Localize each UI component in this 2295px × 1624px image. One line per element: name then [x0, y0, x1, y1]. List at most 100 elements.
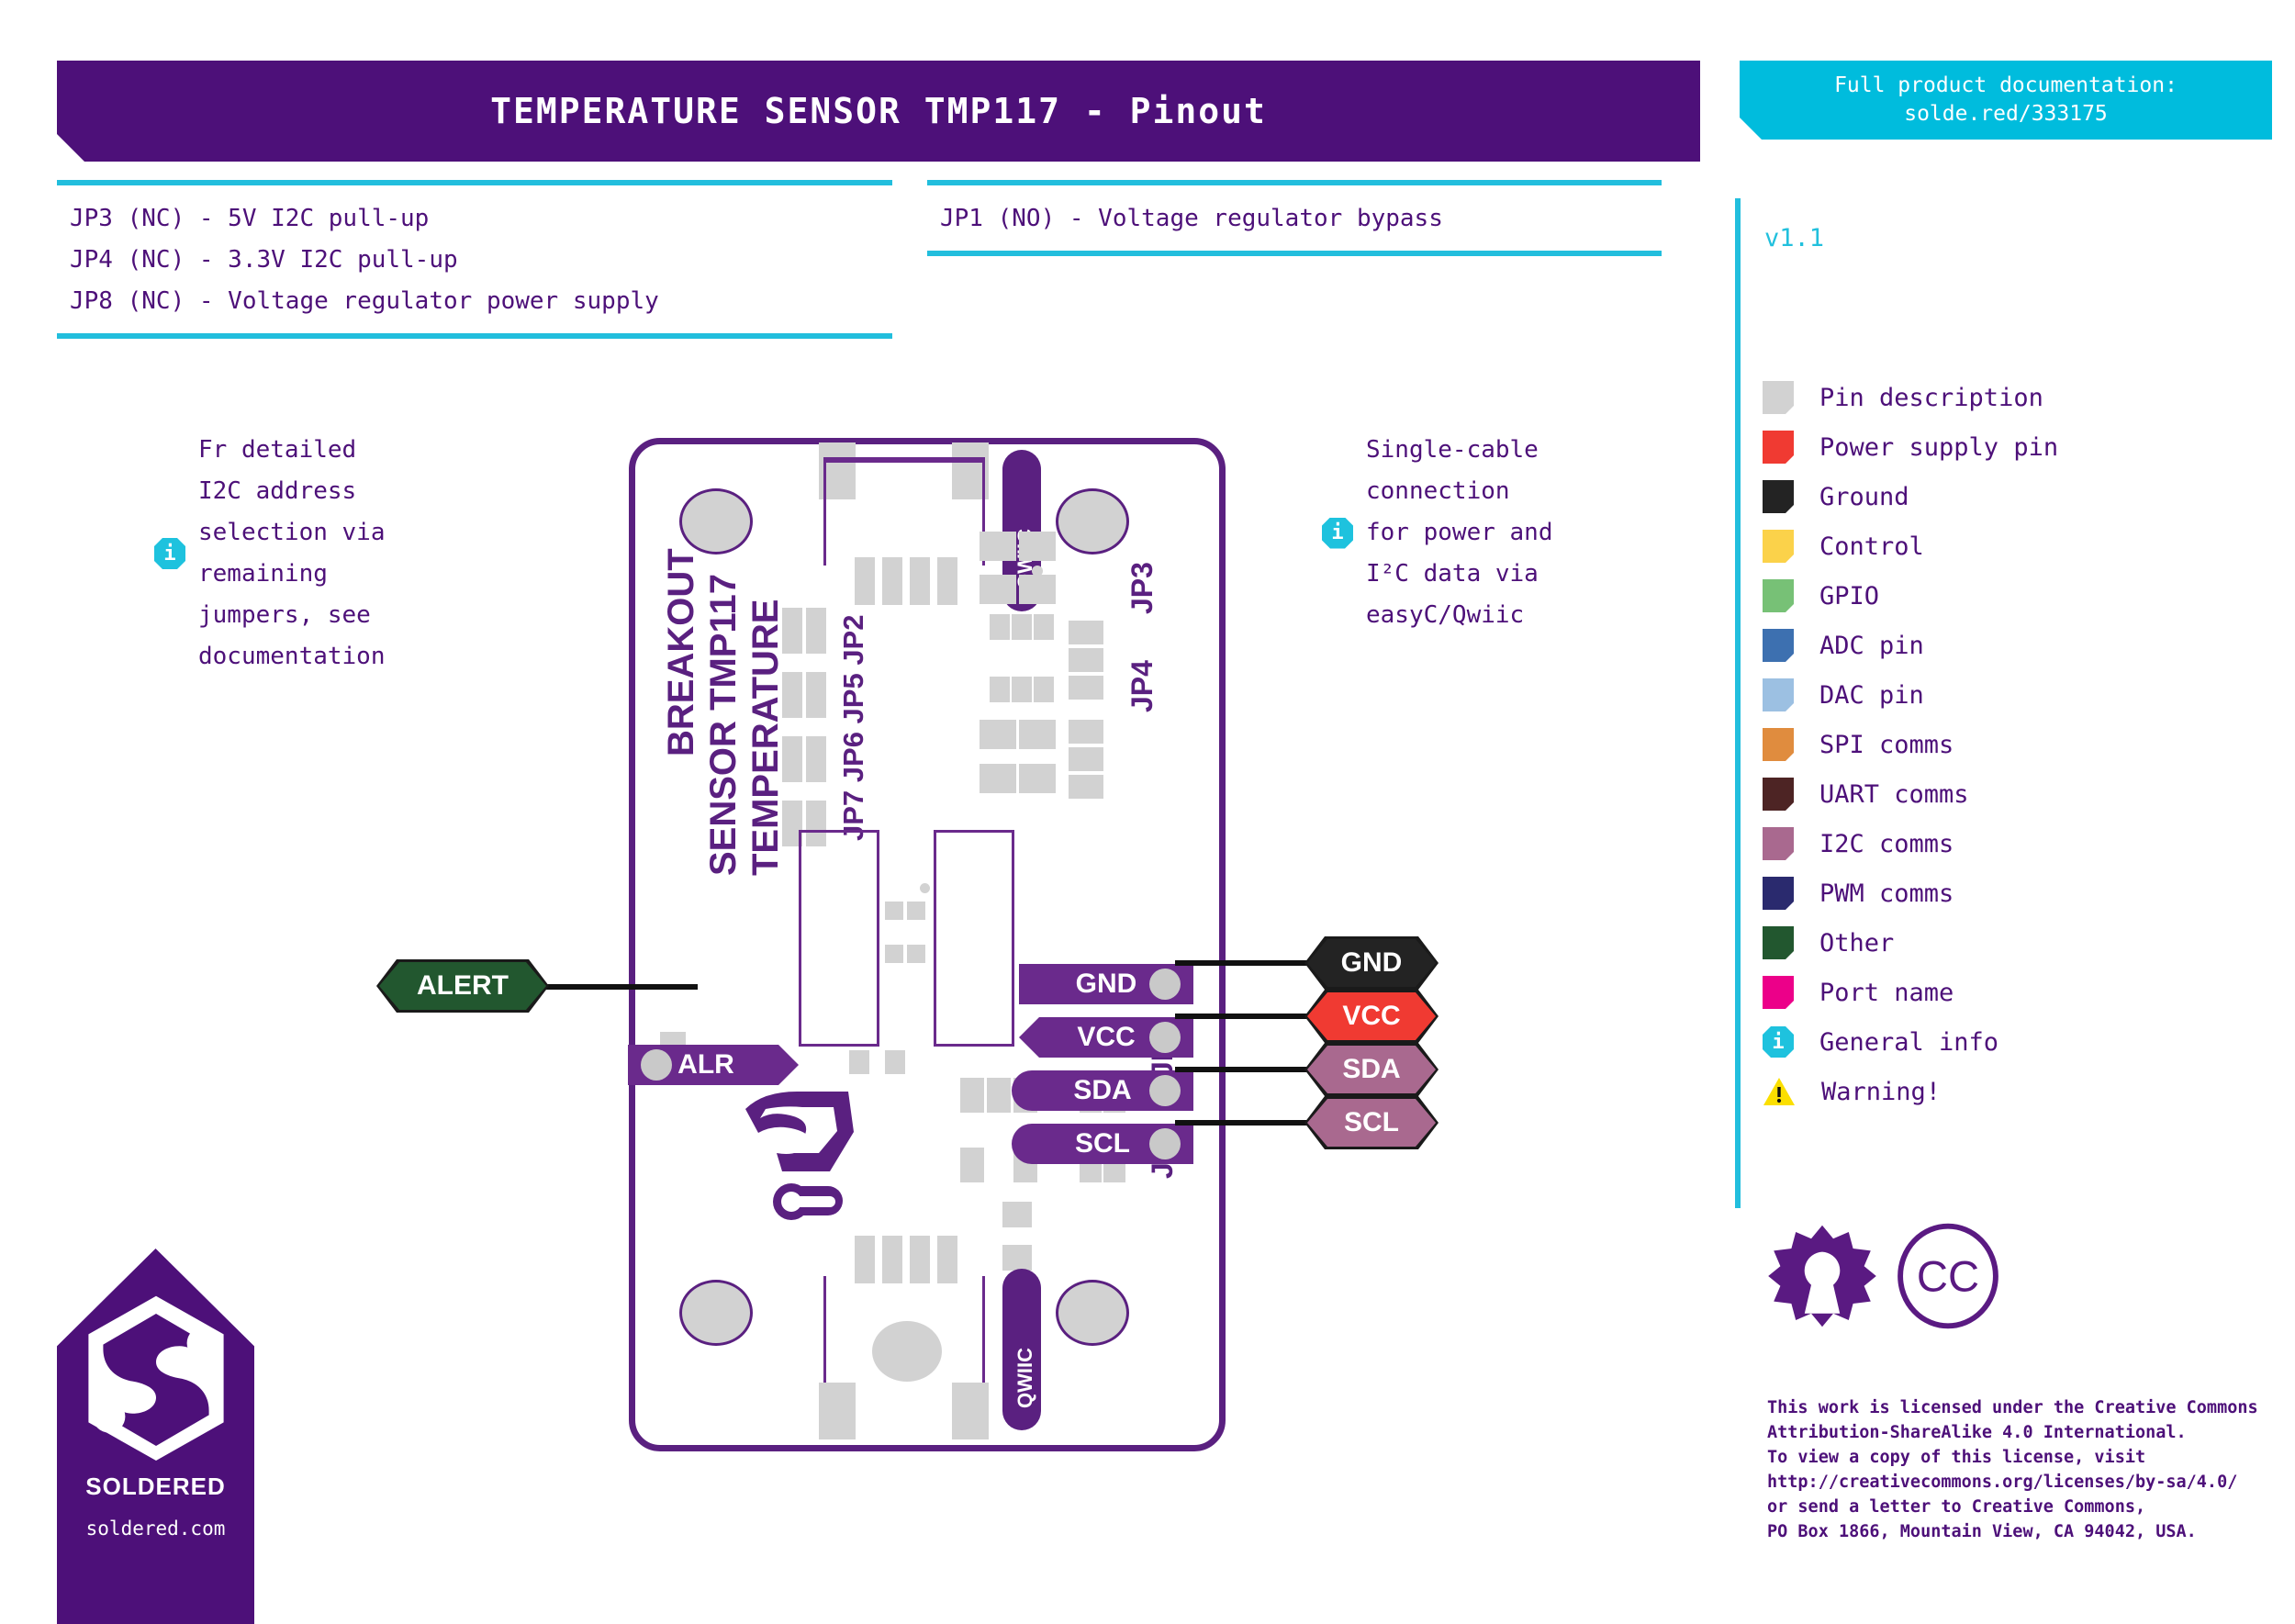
- board-pin-label: ALR: [677, 1049, 734, 1080]
- pad: [990, 677, 1010, 702]
- pad: [1019, 532, 1056, 561]
- ext-pin-scl[interactable]: SCL: [1307, 1099, 1436, 1147]
- ext-pin-label: GND: [1307, 939, 1436, 987]
- pad: [1034, 677, 1054, 702]
- legend-row: UART comms: [1763, 769, 2058, 819]
- legend-label: GPIO: [1819, 581, 1880, 610]
- pad: [882, 1236, 902, 1283]
- legend-swatch: [1763, 926, 1794, 959]
- pad: [937, 557, 957, 605]
- pad: [855, 557, 875, 605]
- legend-row: Power supply pin: [1763, 422, 2058, 472]
- pad: [885, 902, 903, 920]
- silk-jumper-group-left: JP7 JP6 JP5 JP2: [837, 614, 869, 841]
- ext-pin-gnd[interactable]: GND: [1307, 939, 1436, 987]
- legend-row: PWM comms: [1763, 868, 2058, 918]
- legend-label: Power supply pin: [1819, 432, 2059, 462]
- soldered-logo: SOLDERED soldered.com: [57, 1249, 254, 1624]
- legend-label: Control: [1819, 532, 1924, 561]
- pad: [910, 557, 930, 605]
- silk-title-line: BREAKOUT: [661, 548, 701, 756]
- silk-title-line: SENSOR TMP117: [703, 573, 744, 876]
- sidebar-divider: [1735, 198, 1741, 1208]
- legend-sidebar: v1.1 Pin description Power supply pin Grou…: [1735, 198, 2295, 1392]
- legend-row: Other: [1763, 918, 2058, 968]
- pin-pad: [1149, 969, 1181, 1000]
- legend-swatch: [1763, 728, 1794, 761]
- ext-pin-label: ALERT: [379, 962, 546, 1010]
- pad: [782, 608, 802, 654]
- info-callout-text: Fr detailed I2C address selection via re…: [198, 436, 386, 670]
- pad: [980, 575, 1016, 604]
- qwiic-tag-bottom: QWIIC: [1002, 1269, 1041, 1430]
- pad: [952, 1383, 989, 1439]
- pad: [849, 1050, 869, 1074]
- soldered-url[interactable]: soldered.com: [85, 1518, 226, 1540]
- note-line: JP3 (NC) - 5V I2C pull-up: [70, 205, 430, 232]
- pad: [1069, 720, 1103, 744]
- legend-row: Ground: [1763, 472, 2058, 521]
- legend-label: SPI comms: [1819, 730, 1954, 759]
- documentation-label: Full product documentation:: [1834, 73, 2177, 97]
- mounting-hole: [679, 1280, 753, 1346]
- ext-pin-label: SCL: [1307, 1099, 1436, 1147]
- divider-bottom: [927, 251, 1662, 256]
- legend-row: Port name: [1763, 968, 2058, 1017]
- pad: [960, 1078, 984, 1113]
- legend-swatch: [1763, 976, 1794, 1009]
- thermometer-icon: [773, 1183, 843, 1220]
- ext-pin-vcc[interactable]: VCC: [1307, 992, 1436, 1040]
- pin-pad: [1149, 1022, 1181, 1053]
- board-pin-label: SDA: [1073, 1075, 1132, 1105]
- documentation-badge[interactable]: Full product documentation: solde.red/33…: [1740, 61, 2272, 140]
- pad: [1019, 764, 1056, 793]
- polarity-dot: [920, 883, 930, 893]
- pad: [1069, 621, 1103, 644]
- pad: [960, 1148, 984, 1182]
- note-line: JP8 (NC) - Voltage regulator power suppl…: [70, 287, 659, 315]
- pad: [1012, 677, 1032, 702]
- legend-row: i General info: [1763, 1017, 2058, 1067]
- legend-swatch: [1763, 827, 1794, 860]
- info-icon: i: [154, 538, 185, 569]
- pin-wire: [1175, 960, 1309, 966]
- board-pin-sda: SDA: [1012, 1070, 1193, 1111]
- legend-label: I2C comms: [1819, 829, 1954, 858]
- board-pin-label: VCC: [1077, 1022, 1136, 1052]
- soldered-mark-icon: [87, 1295, 224, 1461]
- ext-pin-alert[interactable]: ALERT: [379, 962, 546, 1010]
- pad: [782, 801, 802, 846]
- legend-row: SPI comms: [1763, 720, 2058, 769]
- soldered-name: SOLDERED: [85, 1473, 226, 1500]
- silk-label-jp4: JP4: [1125, 660, 1159, 712]
- legend-swatch: [1763, 778, 1794, 811]
- legend-row: I2C comms: [1763, 819, 2058, 868]
- polarity-dot: [1032, 566, 1043, 577]
- board-pin-vcc: VCC: [1019, 1017, 1193, 1058]
- warning-icon: [1763, 1076, 1796, 1107]
- legend-row: DAC pin: [1763, 670, 2058, 720]
- pad: [806, 736, 826, 782]
- pad: [872, 1321, 942, 1382]
- pin-wire: [1175, 1120, 1309, 1126]
- creative-commons-text: CC: [1917, 1253, 1979, 1302]
- pin-pad: [1149, 1128, 1181, 1159]
- info-callout-right: i Single-cable connection for power and …: [1322, 430, 1553, 636]
- pad: [1019, 720, 1056, 749]
- note-line: JP1 (NO) - Voltage regulator bypass: [940, 205, 1443, 232]
- open-source-hardware-gear-icon: [1768, 1225, 1876, 1327]
- pad: [1069, 775, 1103, 799]
- legend-swatch: [1763, 579, 1794, 612]
- mounting-hole: [1056, 488, 1129, 554]
- legend-swatch: [1763, 629, 1794, 662]
- soldered-mark-silk-icon: [745, 1091, 854, 1171]
- board-pin-alr: ALR: [628, 1045, 799, 1085]
- ext-pin-sda[interactable]: SDA: [1307, 1046, 1436, 1093]
- documentation-url[interactable]: solde.red/333175: [1904, 102, 2108, 126]
- board-pin-label: SCL: [1075, 1128, 1130, 1159]
- legend-swatch: [1763, 381, 1794, 414]
- jumper-notes-right: JP1 (NO) - Voltage regulator bypass: [927, 180, 1662, 256]
- pin-wire: [523, 984, 698, 990]
- board-pin-gnd: GND: [1019, 964, 1193, 1004]
- legend-label: Port name: [1819, 978, 1954, 1007]
